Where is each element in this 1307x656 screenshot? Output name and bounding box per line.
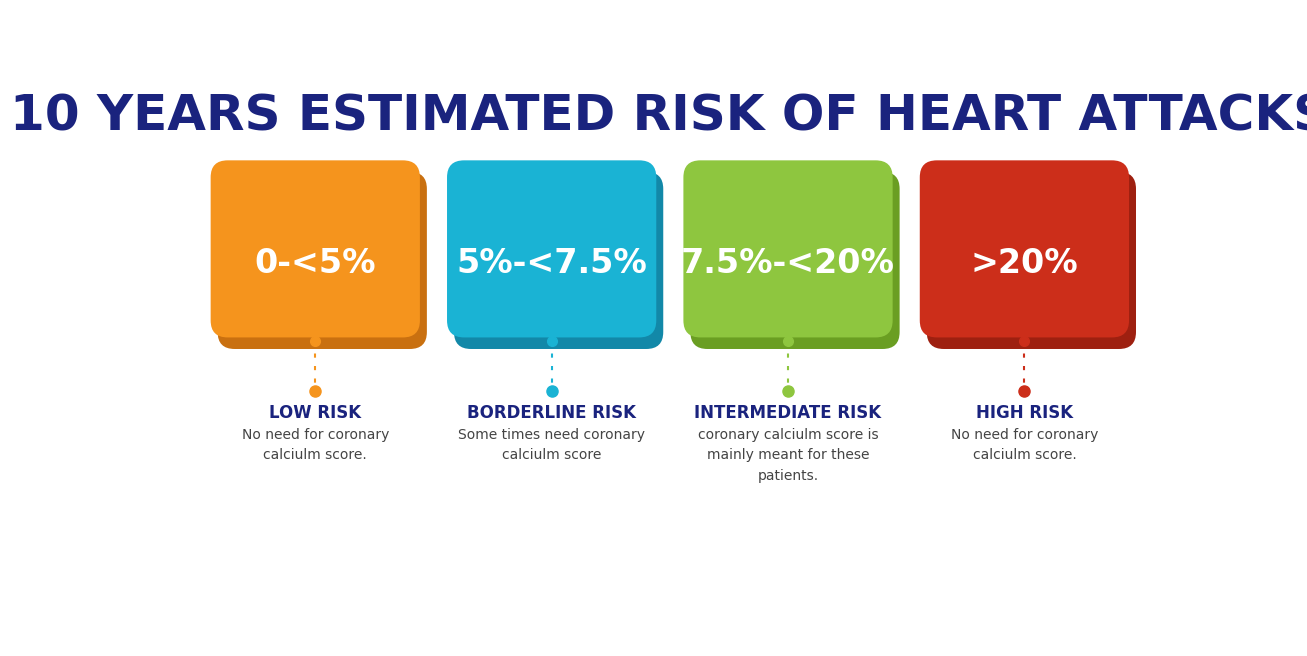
Text: 10 YEARS ESTIMATED RISK OF HEART ATTACKS: 10 YEARS ESTIMATED RISK OF HEART ATTACKS bbox=[10, 92, 1307, 140]
FancyBboxPatch shape bbox=[447, 160, 656, 337]
Text: 7.5%-<20%: 7.5%-<20% bbox=[681, 247, 895, 279]
Text: BORDERLINE RISK: BORDERLINE RISK bbox=[467, 405, 637, 422]
FancyBboxPatch shape bbox=[454, 172, 663, 349]
FancyBboxPatch shape bbox=[920, 160, 1129, 337]
FancyBboxPatch shape bbox=[684, 160, 893, 337]
Text: INTERMEDIATE RISK: INTERMEDIATE RISK bbox=[694, 405, 882, 422]
Text: Some times need coronary
calciulm score: Some times need coronary calciulm score bbox=[459, 428, 646, 462]
Text: LOW RISK: LOW RISK bbox=[269, 405, 361, 422]
Text: coronary calciulm score is
mainly meant for these
patients.: coronary calciulm score is mainly meant … bbox=[698, 428, 878, 483]
Text: >20%: >20% bbox=[971, 247, 1078, 279]
Text: No need for coronary
calciulm score.: No need for coronary calciulm score. bbox=[242, 428, 389, 462]
Text: No need for coronary
calciulm score.: No need for coronary calciulm score. bbox=[950, 428, 1098, 462]
FancyBboxPatch shape bbox=[927, 172, 1136, 349]
FancyBboxPatch shape bbox=[690, 172, 899, 349]
Text: HIGH RISK: HIGH RISK bbox=[976, 405, 1073, 422]
Text: 5%-<7.5%: 5%-<7.5% bbox=[456, 247, 647, 279]
FancyBboxPatch shape bbox=[218, 172, 427, 349]
FancyBboxPatch shape bbox=[210, 160, 420, 337]
Text: 0-<5%: 0-<5% bbox=[255, 247, 376, 279]
